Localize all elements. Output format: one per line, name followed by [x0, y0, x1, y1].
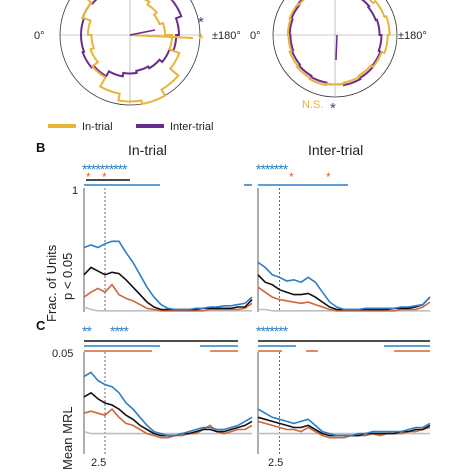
- polar-right-label-0: 0°: [250, 30, 261, 42]
- legend: In-trial Inter-trial: [48, 121, 213, 133]
- legend-swatch-inter-trial: [136, 124, 164, 128]
- panel-b-right-orange-1: *: [289, 170, 294, 184]
- legend-swatch-in-trial: [48, 124, 76, 128]
- panel-c-xtick-right: 2.5: [268, 457, 283, 469]
- panel-b-right-stars: *******: [256, 161, 289, 177]
- panel-b-left-stars: **********: [82, 161, 128, 177]
- panel-b-right-series-2: [257, 286, 431, 312]
- legend-label-in-trial: In-trial: [82, 121, 113, 133]
- panel-c-ylabel: Mean MRL: [60, 406, 75, 470]
- panel-c-ytick-top: 0.05: [52, 348, 73, 360]
- panel-b-left-orange-1: *: [86, 170, 91, 184]
- panel-b-ylabel-2: p < 0.05: [60, 253, 75, 300]
- panel-b-left-series-2: [83, 283, 253, 312]
- panel-c-letter: C: [36, 318, 46, 333]
- panel-c-xtick-left: 2.5: [91, 457, 106, 469]
- panel-c-left-series-2: [83, 407, 253, 439]
- panel-b-right-title: Inter-trial: [308, 142, 363, 158]
- polar-left-label-0: 0°: [34, 30, 45, 42]
- panel-c-plots: [83, 352, 431, 454]
- polar-left-inter-trial-outline: [79, 0, 183, 78]
- polar-left-sig-purple: *: [198, 14, 204, 31]
- panel-c-left-series-0: [83, 371, 253, 437]
- polar-left: [59, 0, 201, 106]
- panel-b-plots: [83, 188, 431, 312]
- polar-left-mean-vector-inter: [129, 29, 156, 36]
- polar-right-sig-purple: *: [330, 100, 336, 117]
- polar-left-sig-gold: *: [198, 31, 204, 48]
- panel-c-left-stars-b: ****: [110, 323, 129, 339]
- panel-b-right-orange-2: *: [326, 170, 331, 184]
- polar-left-label-180: ±180°: [212, 30, 241, 42]
- polar-right-label-180: ±180°: [398, 30, 427, 42]
- panel-b-right-series-0: [257, 261, 431, 311]
- panel-c-right-stars: *******: [256, 323, 289, 339]
- panel-b-left-title: In-trial: [128, 142, 167, 158]
- panel-c-right-series-2: [257, 420, 431, 439]
- panel-b-left-orange-2: *: [102, 170, 107, 184]
- legend-label-inter-trial: Inter-trial: [170, 121, 213, 133]
- polar-right-mean-vector: [335, 34, 338, 61]
- polar-left-mean-vector: [129, 34, 194, 39]
- panel-c-right-series-0: [257, 408, 431, 437]
- panel-b-ytick-top: 1: [72, 185, 78, 197]
- polar-right: [272, 0, 398, 98]
- polar-left-in-trial-outline: [81, 0, 181, 106]
- panel-b-left-series-0: [83, 240, 253, 311]
- panel-b-left-series-1: [83, 266, 253, 311]
- polar-right-in-trial-outline: [286, 0, 391, 87]
- panel-b-ylabel-1: Frac. of Units: [44, 244, 59, 322]
- polar-right-ns: N.S.: [302, 99, 323, 111]
- panel-b-letter: B: [36, 140, 45, 155]
- panel-c-left-stars-a: **: [82, 323, 92, 339]
- polar-right-inter-trial-outline: [288, 0, 383, 87]
